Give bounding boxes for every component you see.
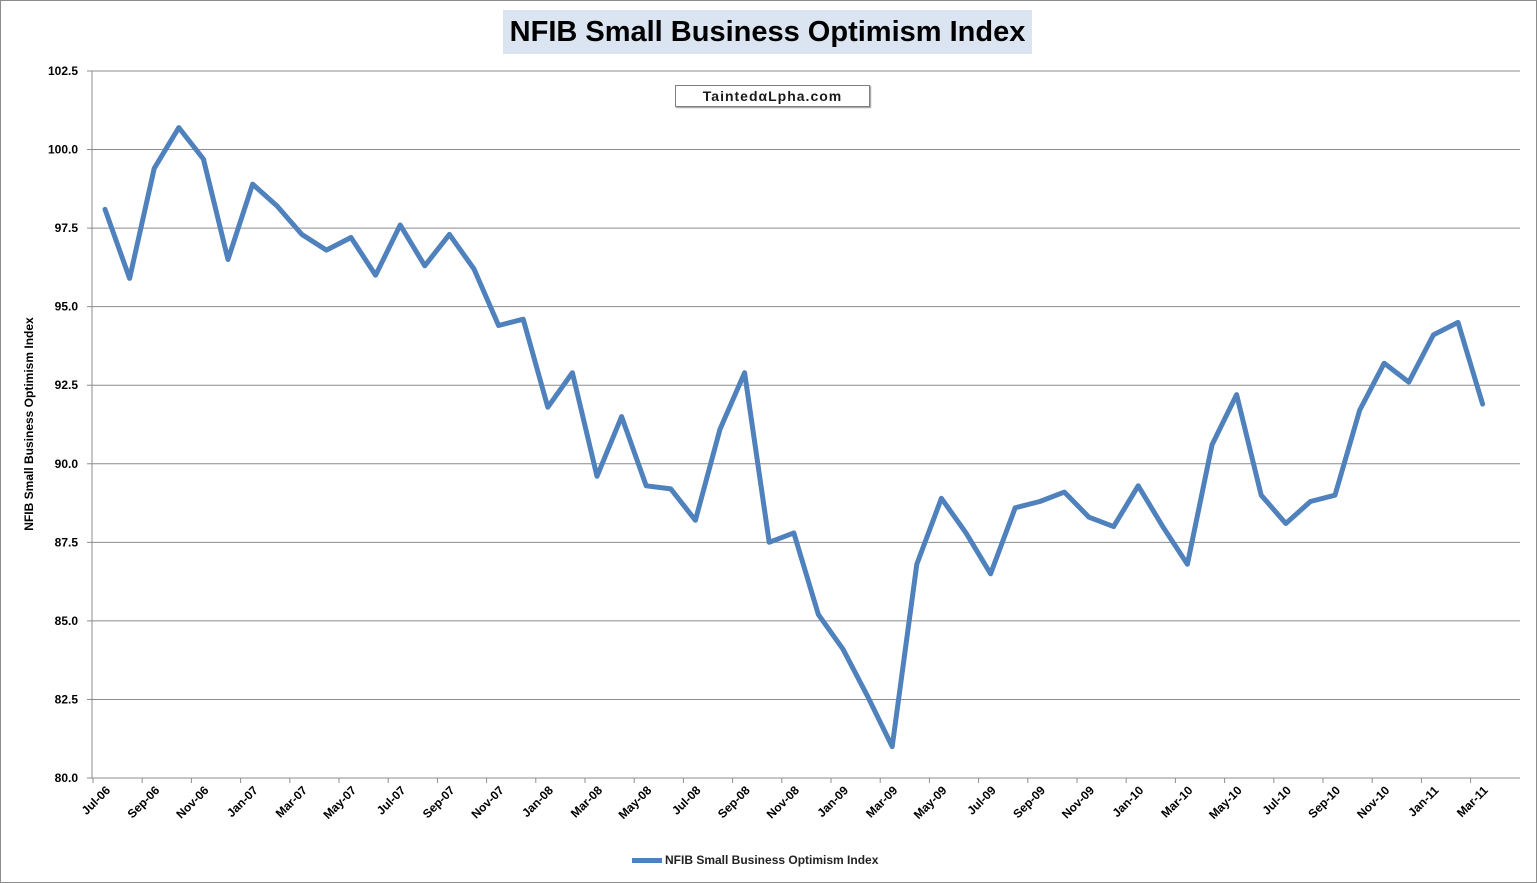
y-tick-label: 87.5 [55,535,79,549]
y-tick-label: 97.5 [55,221,79,235]
legend: NFIB Small Business Optimism Index [632,851,878,869]
x-tick-label: Jul-06 [79,783,114,818]
gridlines [92,70,1520,700]
x-tick-label: Jan-10 [1110,783,1147,820]
x-tick-label: Sep-10 [1305,783,1343,821]
y-tick-label: 102.5 [48,64,78,78]
x-tick-label: Jul-09 [964,783,999,818]
y-tick-label: 80.0 [55,771,79,785]
x-tick-label: May-07 [320,783,359,822]
x-tick-label: Sep-07 [420,783,458,821]
axes [87,70,1520,783]
x-tick-label: Jan-11 [1405,783,1442,820]
x-tick-label: Mar-09 [863,783,900,820]
y-tick-label: 82.5 [55,692,79,706]
series-line [102,125,1486,750]
y-tick-label: 85.0 [55,614,79,628]
y-tick-label: 90.0 [55,457,79,471]
watermark-logo: TaintedαLpha.com [675,85,870,107]
x-tick-label: Nov-07 [469,783,507,821]
x-tick-label: Jan-07 [224,783,261,820]
x-tick-label: Sep-08 [715,783,753,821]
y-tick-label: 95.0 [55,300,79,314]
chart-title: NFIB Small Business Optimism Index [503,10,1032,54]
x-tick-label: Nov-10 [1354,783,1392,821]
x-tick-label: Nov-06 [173,783,211,821]
x-tick-labels: Jul-06 Sep-06 Nov-06 Jan-07 Mar-07 May-07 Jul-… [79,783,1491,822]
x-tick-label: May-09 [911,783,950,822]
x-tick-label: Jan-09 [814,783,851,820]
legend-swatch [632,857,662,863]
x-tick-label: Jul-10 [1259,783,1294,818]
x-tick-label: Nov-08 [764,783,802,821]
x-tick-label: Mar-07 [273,783,310,820]
x-tick-label: May-08 [616,783,655,822]
y-tick-label: 100.0 [48,143,78,157]
legend-label: NFIB Small Business Optimism Index [665,853,879,867]
y-axis-title: NFIB Small Business Optimism Index [22,317,36,531]
series-layer [102,125,1486,750]
x-tick-label: Mar-11 [1454,783,1491,820]
x-tick-label: Jul-07 [374,783,409,818]
x-tick-label: May-10 [1206,783,1245,822]
y-tick-label: 92.5 [55,378,79,392]
x-tick-label: Nov-09 [1059,783,1097,821]
x-tick-label: Mar-10 [1158,783,1195,820]
x-tick-label: Jul-08 [669,783,704,818]
y-tick-labels: 80.0 82.5 85.0 87.5 90.0 92.5 95.0 97.5 100.0 102… [48,64,78,785]
x-tick-label: Sep-09 [1010,783,1048,821]
x-tick-label: Jan-08 [519,783,556,820]
x-tick-label: Sep-06 [125,783,163,821]
x-tick-label: Mar-08 [568,783,605,820]
